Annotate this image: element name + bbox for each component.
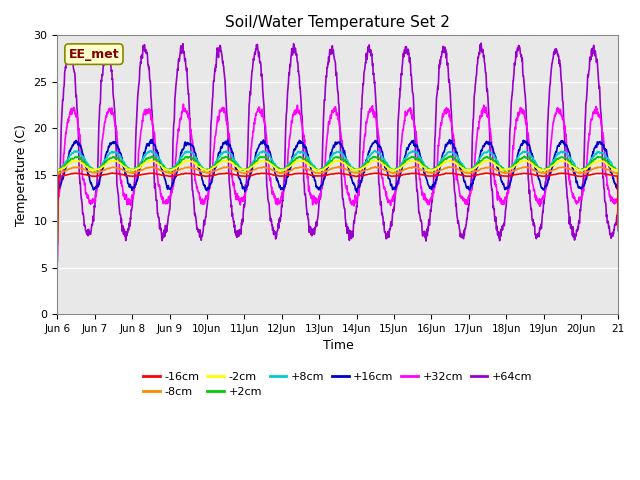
-8cm <box>501 170 509 176</box>
+2cm <box>148 153 156 159</box>
+2cm <box>355 168 362 173</box>
+8cm <box>580 165 588 171</box>
Line: -16cm: -16cm <box>58 173 618 245</box>
-8cm <box>565 166 573 171</box>
-2cm <box>366 159 374 165</box>
+2cm <box>580 166 588 172</box>
Line: -8cm: -8cm <box>58 167 618 243</box>
+32cm <box>565 177 573 183</box>
+8cm <box>54 239 61 245</box>
-16cm <box>109 170 116 176</box>
+8cm <box>354 167 362 172</box>
+8cm <box>366 153 374 158</box>
+2cm <box>367 156 374 161</box>
+16cm <box>565 149 573 155</box>
-8cm <box>371 164 379 170</box>
+2cm <box>565 158 573 164</box>
-16cm <box>355 173 362 179</box>
-8cm <box>580 169 588 175</box>
+8cm <box>484 147 492 153</box>
+16cm <box>148 137 156 143</box>
Text: EE_met: EE_met <box>68 48 119 60</box>
Title: Soil/Water Temperature Set 2: Soil/Water Temperature Set 2 <box>225 15 451 30</box>
Line: -2cm: -2cm <box>58 160 618 228</box>
-2cm <box>501 167 509 172</box>
-2cm <box>54 225 61 230</box>
+32cm <box>180 101 188 107</box>
-16cm <box>211 172 218 178</box>
+64cm <box>366 48 374 54</box>
+2cm <box>54 225 61 231</box>
+32cm <box>211 146 218 152</box>
Line: +16cm: +16cm <box>58 140 618 231</box>
Line: +2cm: +2cm <box>58 156 618 228</box>
+64cm <box>565 213 573 219</box>
+32cm <box>501 194 509 200</box>
+16cm <box>355 184 362 190</box>
-16cm <box>565 171 573 177</box>
-8cm <box>614 217 622 223</box>
+8cm <box>565 154 573 159</box>
+2cm <box>501 167 509 173</box>
+16cm <box>501 187 509 192</box>
-2cm <box>210 164 218 169</box>
+2cm <box>614 225 622 231</box>
+16cm <box>580 180 588 186</box>
+64cm <box>580 132 588 138</box>
-8cm <box>54 240 61 246</box>
-16cm <box>54 242 61 248</box>
-8cm <box>366 166 374 171</box>
-2cm <box>354 167 362 172</box>
+64cm <box>501 215 509 220</box>
Line: +64cm: +64cm <box>58 43 618 261</box>
+16cm <box>614 228 622 234</box>
X-axis label: Time: Time <box>323 339 353 352</box>
+8cm <box>614 203 622 209</box>
-2cm <box>565 160 573 166</box>
+64cm <box>210 78 218 84</box>
+32cm <box>580 180 588 186</box>
-16cm <box>367 171 374 177</box>
+16cm <box>367 144 374 150</box>
-2cm <box>580 166 588 172</box>
-16cm <box>614 225 622 231</box>
-8cm <box>210 168 218 174</box>
+64cm <box>477 40 485 46</box>
+16cm <box>211 170 218 176</box>
+2cm <box>211 164 218 169</box>
+32cm <box>355 189 362 194</box>
Legend: -16cm, -8cm, -2cm, +2cm, +8cm, +16cm, +32cm, +64cm: -16cm, -8cm, -2cm, +2cm, +8cm, +16cm, +3… <box>139 367 537 402</box>
-2cm <box>614 225 622 231</box>
-8cm <box>354 170 362 176</box>
+8cm <box>501 168 509 174</box>
-2cm <box>371 157 378 163</box>
+16cm <box>54 228 61 233</box>
+64cm <box>54 258 61 264</box>
-16cm <box>501 173 509 179</box>
Y-axis label: Temperature (C): Temperature (C) <box>15 124 28 226</box>
+32cm <box>614 193 622 199</box>
Line: +8cm: +8cm <box>58 150 618 242</box>
Line: +32cm: +32cm <box>58 104 618 254</box>
+32cm <box>54 252 61 257</box>
-16cm <box>580 173 588 179</box>
+64cm <box>354 190 362 195</box>
+8cm <box>210 162 218 168</box>
+32cm <box>367 108 374 114</box>
+64cm <box>614 201 622 206</box>
